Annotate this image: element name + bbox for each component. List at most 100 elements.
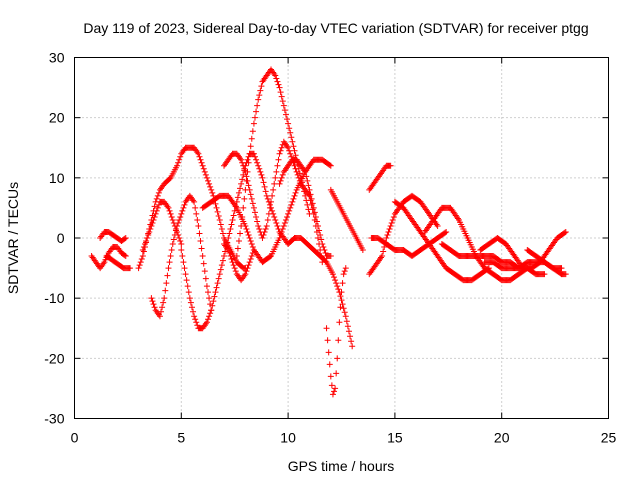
- data-point: [155, 201, 162, 208]
- series-arc-12: [276, 156, 334, 260]
- data-point: [255, 162, 262, 169]
- data-point: [562, 228, 569, 235]
- data-point: [387, 222, 394, 229]
- series-arc-24: [524, 247, 569, 278]
- data-point: [327, 162, 334, 169]
- data-point: [241, 165, 248, 172]
- data-point: [177, 238, 184, 245]
- data-point: [319, 241, 326, 248]
- data-point: [255, 222, 262, 229]
- data-point: [341, 268, 348, 275]
- data-point: [154, 192, 161, 199]
- series-arc-17: [366, 162, 394, 193]
- data-point: [278, 144, 285, 151]
- data-point: [268, 198, 275, 205]
- data-point: [165, 204, 172, 211]
- data-point: [291, 192, 298, 199]
- data-point: [345, 328, 352, 335]
- data-point: [247, 256, 254, 263]
- data-point: [263, 222, 270, 229]
- data-point: [207, 183, 214, 190]
- data-point: [230, 262, 237, 269]
- data-point: [176, 235, 183, 241]
- data-point: [226, 250, 233, 257]
- data-point: [251, 153, 258, 160]
- data-point: [212, 289, 219, 296]
- data-point: [286, 125, 293, 132]
- data-point: [227, 225, 234, 232]
- data-point: [387, 162, 394, 169]
- data-point: [293, 168, 300, 175]
- data-point: [258, 171, 265, 178]
- data-point: [178, 241, 185, 248]
- data-point: [340, 271, 347, 278]
- data-point: [215, 275, 222, 282]
- data-point: [202, 275, 209, 282]
- data-point: [328, 382, 335, 389]
- series-arc-11: [221, 241, 257, 284]
- data-point: [336, 319, 343, 326]
- series-arc-13: [285, 235, 356, 350]
- data-point: [281, 107, 288, 114]
- data-point: [138, 256, 145, 263]
- data-point: [277, 177, 284, 184]
- data-point: [276, 150, 283, 157]
- data-point: [279, 98, 286, 105]
- data-point: [273, 75, 280, 82]
- data-point: [122, 253, 129, 260]
- data-point: [305, 182, 312, 189]
- data-point: [561, 229, 568, 236]
- y-tick-label: -10: [44, 290, 64, 306]
- data-point: [249, 128, 256, 135]
- data-point: [160, 299, 167, 306]
- data-point: [331, 274, 338, 281]
- data-point: [339, 301, 346, 308]
- data-point: [164, 272, 171, 279]
- data-point: [266, 253, 273, 260]
- data-point: [244, 228, 251, 235]
- data-point: [150, 216, 157, 223]
- data-point: [166, 259, 173, 266]
- data-point: [234, 194, 241, 201]
- data-point: [287, 129, 294, 136]
- data-point: [443, 228, 450, 235]
- data-point: [256, 165, 263, 172]
- data-point: [228, 256, 235, 263]
- data-point: [199, 162, 206, 169]
- series-arc-5: [148, 192, 215, 320]
- data-point: [262, 225, 269, 232]
- data-point: [144, 235, 151, 241]
- data-point: [386, 225, 393, 232]
- data-point: [388, 219, 395, 226]
- data-point: [315, 235, 322, 241]
- data-point: [240, 171, 247, 178]
- data-point: [198, 245, 205, 252]
- data-point: [207, 310, 214, 317]
- data-point: [174, 228, 181, 235]
- data-point: [272, 174, 279, 181]
- data-point: [122, 235, 129, 241]
- y-tick-label: 10: [49, 170, 65, 186]
- data-point: [270, 186, 277, 193]
- data-point: [248, 135, 255, 142]
- data-point: [260, 231, 267, 238]
- data-point: [287, 204, 294, 211]
- data-point: [269, 192, 276, 199]
- x-tick-label: 20: [494, 430, 510, 446]
- data-point: [145, 231, 152, 238]
- data-point: [248, 195, 255, 202]
- data-point: [218, 225, 225, 232]
- data-point: [187, 299, 194, 306]
- data-point: [295, 174, 302, 181]
- data-point: [203, 319, 210, 326]
- data-point: [195, 150, 202, 157]
- data-point: [289, 198, 296, 205]
- data-point: [385, 228, 392, 235]
- data-point: [152, 210, 159, 217]
- data-point: [256, 225, 263, 232]
- data-point: [384, 231, 391, 238]
- y-tick-label: -30: [44, 411, 64, 427]
- data-point: [332, 277, 339, 284]
- data-point: [290, 143, 297, 150]
- y-tick-label: 0: [57, 230, 65, 246]
